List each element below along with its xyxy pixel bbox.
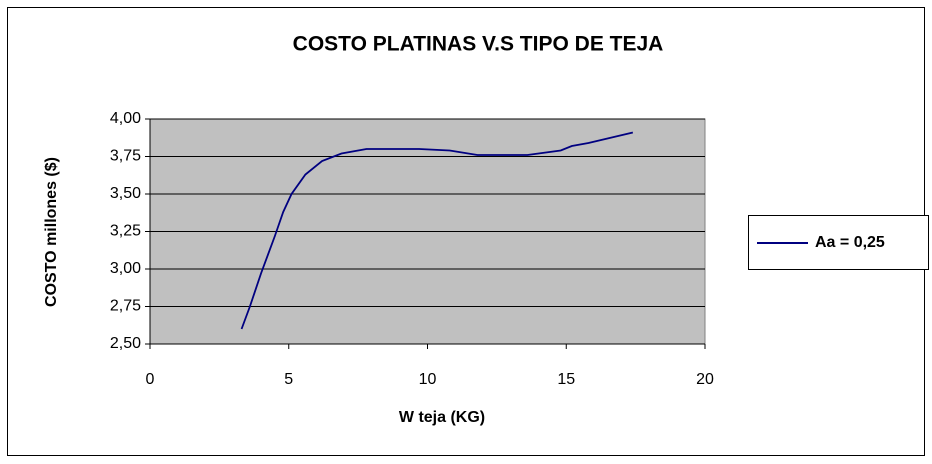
chart-title: COSTO PLATINAS V.S TIPO DE TEJA <box>293 33 664 56</box>
y-tick-label: 4,00 <box>110 110 141 127</box>
x-tick-label: 20 <box>696 371 714 388</box>
y-tick-label: 2,75 <box>110 298 141 315</box>
y-tick-label: 3,00 <box>110 260 141 277</box>
x-tick-label: 10 <box>419 371 437 388</box>
y-tick-label: 2,50 <box>110 335 141 352</box>
y-axis-label: COSTO millones ($) <box>43 157 60 307</box>
data-line <box>240 131 634 330</box>
x-tick-label: 15 <box>557 371 575 388</box>
x-axis-label: W teja (KG) <box>399 409 485 426</box>
x-tick-label: 5 <box>284 371 293 388</box>
y-tick-label: 3,50 <box>110 185 141 202</box>
legend-label: Aa = 0,25 <box>815 234 885 251</box>
y-tick-label: 3,75 <box>110 148 141 165</box>
x-tick-label: 0 <box>146 371 155 388</box>
y-tick-label: 3,25 <box>110 223 141 240</box>
